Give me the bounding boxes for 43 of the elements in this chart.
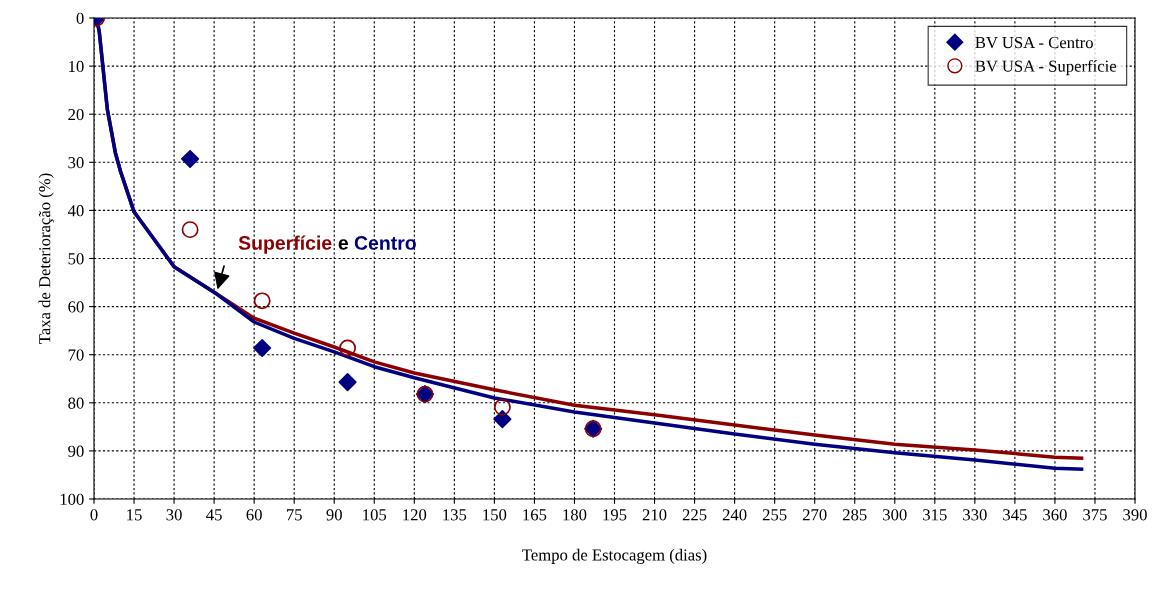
x-tick-label: 165 — [523, 509, 547, 521]
x-tick-label: 330 — [963, 509, 987, 521]
x-tick-label: 240 — [722, 509, 747, 521]
y-tick-label: 90 — [68, 445, 84, 457]
x-tick-label: 45 — [206, 509, 222, 521]
y-tick-label: 70 — [68, 349, 84, 361]
x-tick-label: 60 — [246, 509, 262, 521]
x-tick-label: 195 — [603, 509, 627, 521]
x-tick-label: 345 — [1003, 509, 1027, 521]
x-tick-label: 210 — [642, 509, 667, 521]
x-tick-label: 150 — [483, 509, 507, 521]
x-tick-label: 30 — [166, 509, 182, 521]
x-tick-label: 360 — [1043, 509, 1067, 521]
x-tick-label: 120 — [403, 509, 427, 521]
y-tick-label: 60 — [68, 301, 84, 313]
legend-label: BV USA - Centro — [975, 36, 1093, 49]
y-tick-label: 50 — [68, 253, 84, 265]
x-tick-label: 285 — [842, 509, 867, 521]
x-tick-label: 270 — [802, 509, 827, 521]
y-tick-label: 10 — [69, 60, 84, 73]
x-tick-label: 255 — [762, 509, 787, 521]
annotation: Superfície e Centro — [238, 235, 416, 254]
x-tick-label: 180 — [563, 509, 587, 521]
x-axis-title: Tempo de Estocagem (dias) — [522, 548, 707, 564]
x-tick-label: 375 — [1083, 509, 1107, 521]
x-tick-label: 135 — [443, 509, 467, 521]
y-tick-label: 40 — [67, 205, 84, 217]
y-tick-label: 100 — [60, 493, 84, 505]
y-tick-label: 30 — [68, 157, 84, 169]
x-tick-label: 225 — [682, 509, 707, 521]
y-tick-label: 20 — [68, 108, 84, 121]
x-tick-label: 15 — [127, 509, 142, 521]
x-tick-label: 0 — [90, 509, 98, 521]
x-tick-label: 315 — [923, 509, 947, 521]
x-tick-label: 300 — [883, 509, 907, 521]
legend-label: BV USA - Superfície — [975, 59, 1117, 76]
y-tick-label: 80 — [68, 397, 84, 409]
y-tick-label: 0 — [76, 12, 84, 24]
x-tick-label: 90 — [326, 509, 342, 521]
x-tick-label: 390 — [1123, 509, 1147, 521]
x-tick-label: 75 — [286, 509, 302, 521]
x-tick-label: 105 — [363, 509, 387, 521]
y-axis-title: Taxa de Deterioração (%) — [38, 173, 54, 344]
